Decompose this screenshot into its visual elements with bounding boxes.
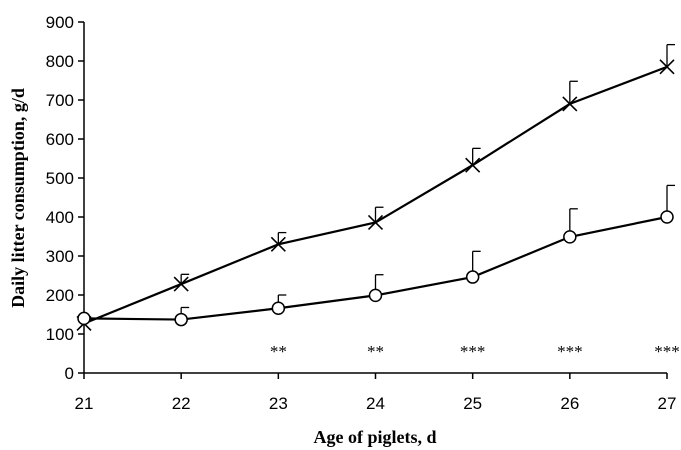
y-tick-label: 500: [46, 169, 74, 188]
significance-marker: ***: [460, 342, 486, 361]
significance-annotations: ** ** *** *** ***: [270, 342, 680, 361]
series-layer: [76, 43, 675, 332]
data-point-x-marker: [659, 59, 675, 75]
y-tick-label: 700: [46, 91, 74, 110]
y-axis-title: Daily litter consumption, g/d: [8, 88, 28, 308]
data-point-circle-marker: [660, 210, 674, 224]
data-point-x-marker: [367, 214, 384, 231]
x-tick-label: 24: [366, 394, 385, 413]
data-point-x-marker: [270, 236, 286, 252]
series-1: [76, 43, 675, 332]
y-tick-label: 900: [46, 13, 74, 32]
data-point-circle-marker: [271, 301, 286, 316]
data-point-circle-marker: [77, 311, 91, 326]
y-tick-label: 800: [46, 52, 74, 71]
data-point-x-marker: [173, 276, 189, 292]
y-tick-label: 0: [65, 364, 74, 383]
series-2: [77, 184, 675, 327]
y-tick-label: 400: [46, 208, 74, 227]
y-tick-label: 300: [46, 247, 74, 266]
x-tick-label: 23: [269, 394, 288, 413]
x-tick-label: 21: [75, 394, 94, 413]
x-ticks: 21 22 23 24 25 26 27: [75, 373, 677, 413]
data-point-circle-marker: [563, 230, 577, 244]
data-point-circle-marker: [465, 270, 480, 284]
y-tick-label: 600: [46, 130, 74, 149]
significance-marker: **: [270, 342, 287, 361]
y-tick-label: 200: [46, 286, 74, 305]
x-tick-label: 26: [560, 394, 579, 413]
data-point-x-marker: [562, 96, 578, 112]
data-point-x-marker: [465, 157, 481, 173]
x-tick-label: 27: [658, 394, 677, 413]
significance-marker: ***: [654, 342, 680, 361]
y-ticks: 0 100 200 300 400 500 600 700 800 900: [46, 13, 84, 383]
significance-marker: **: [367, 342, 384, 361]
x-tick-label: 22: [172, 394, 191, 413]
y-tick-label: 100: [46, 325, 74, 344]
data-point-circle-marker: [174, 312, 188, 327]
x-tick-label: 25: [463, 394, 482, 413]
data-point-circle-marker: [368, 288, 383, 303]
series-line: [83, 215, 668, 321]
significance-marker: ***: [557, 342, 583, 361]
x-axis-title: Age of piglets, d: [314, 427, 437, 447]
